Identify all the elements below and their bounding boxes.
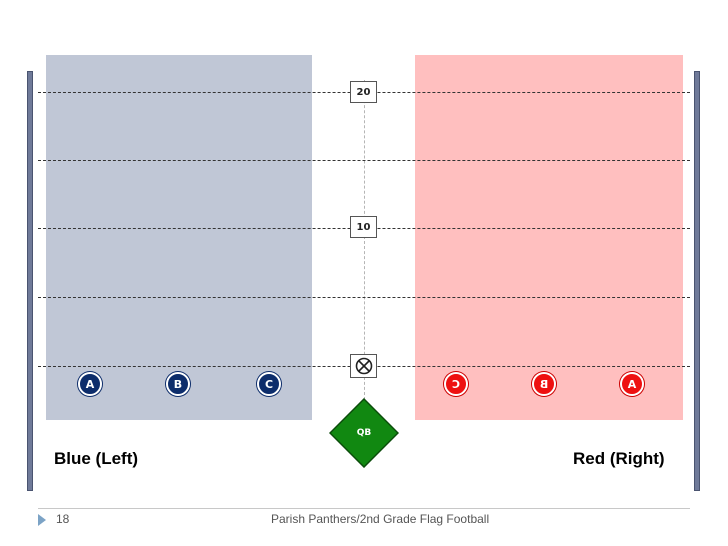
blue-player-c: C	[257, 372, 281, 396]
footer-title: Parish Panthers/2nd Grade Flag Football	[271, 512, 490, 526]
yard-marker-20: 20	[350, 81, 377, 103]
yard-marker-10: 10	[350, 216, 377, 238]
yard-line	[38, 160, 690, 161]
blue-zone	[46, 55, 312, 420]
circled-x-icon	[355, 357, 372, 375]
ball	[350, 354, 377, 378]
page-number: 18	[56, 512, 70, 526]
yard-line	[38, 297, 690, 298]
right-sideline	[694, 71, 700, 491]
red-team-label: Red (Right)	[573, 449, 665, 468]
center-line	[364, 80, 365, 400]
red-player-b: B	[532, 372, 556, 396]
red-player-c: C	[444, 372, 468, 396]
quarterback-diamond	[329, 398, 399, 468]
quarterback-label: QB	[356, 428, 372, 438]
quarterback: QB	[329, 398, 399, 468]
left-sideline	[27, 71, 33, 491]
footer-divider	[38, 508, 690, 509]
blue-team-label: Blue (Left)	[54, 449, 139, 468]
footer-arrow-icon	[38, 514, 46, 526]
red-zone	[415, 55, 683, 420]
blue-player-a: A	[78, 372, 102, 396]
red-player-a: A	[620, 372, 644, 396]
blue-player-b: B	[166, 372, 190, 396]
